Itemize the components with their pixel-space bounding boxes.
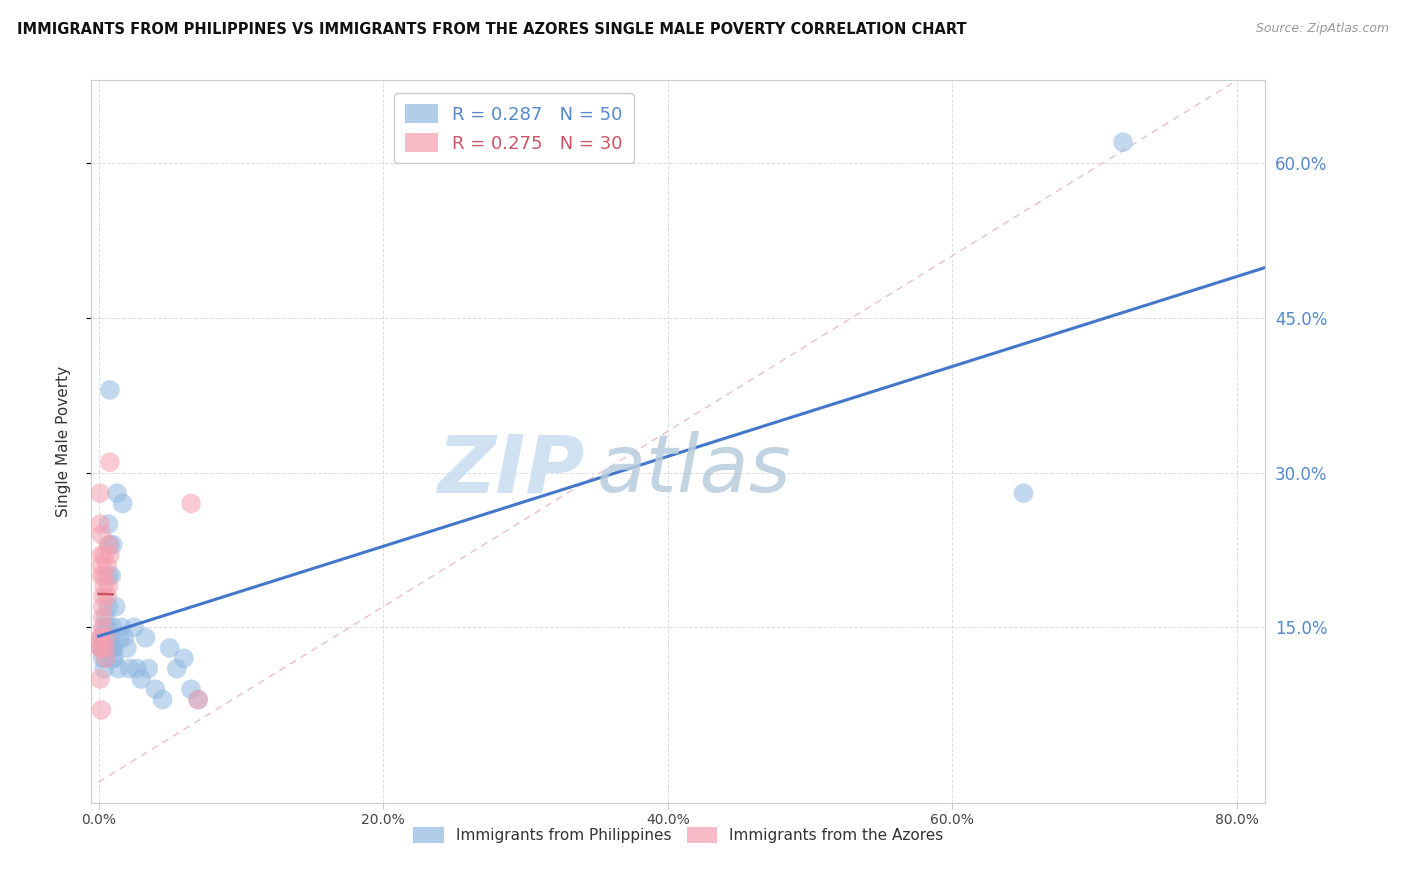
Point [91, 599, 114, 614]
Point [96, 631, 118, 645]
Point [91, 620, 114, 634]
Point [1112, 135, 1135, 149]
Point [101, 620, 124, 634]
Point [98, 548, 121, 562]
Point [97, 538, 120, 552]
Point [93, 568, 115, 582]
Point [96, 590, 118, 604]
Text: Source: ZipAtlas.com: Source: ZipAtlas.com [1256, 22, 1389, 36]
Point [180, 496, 202, 510]
Point [122, 620, 145, 634]
Point [94, 640, 117, 655]
Point [98, 538, 121, 552]
Point [105, 486, 128, 500]
Point [91, 590, 114, 604]
Point [94, 610, 117, 624]
Point [93, 620, 115, 634]
Point [1012, 486, 1035, 500]
Point [90, 631, 112, 645]
Point [93, 640, 115, 655]
Point [180, 682, 202, 697]
Point [90, 527, 112, 541]
Point [110, 620, 132, 634]
Point [94, 631, 117, 645]
Point [94, 640, 117, 655]
Point [104, 599, 127, 614]
Point [112, 631, 135, 645]
Point [136, 662, 159, 676]
Point [96, 558, 118, 573]
Point [100, 640, 122, 655]
Point [134, 631, 156, 645]
Point [89, 672, 111, 686]
Point [97, 579, 120, 593]
Point [90, 640, 112, 655]
Point [94, 651, 117, 665]
Point [89, 486, 111, 500]
Point [97, 599, 120, 614]
Point [96, 640, 118, 655]
Point [97, 517, 120, 532]
Point [90, 568, 112, 582]
Point [187, 692, 209, 706]
Point [159, 640, 181, 655]
Point [90, 548, 112, 562]
Point [97, 568, 120, 582]
Legend: Immigrants from Philippines, Immigrants from the Azores: Immigrants from Philippines, Immigrants … [406, 822, 950, 849]
Point [94, 631, 117, 645]
Point [91, 651, 114, 665]
Point [98, 455, 121, 469]
Point [187, 692, 209, 706]
Point [101, 651, 124, 665]
Text: atlas: atlas [596, 432, 792, 509]
Point [115, 640, 138, 655]
Point [108, 631, 131, 645]
Point [98, 631, 121, 645]
Point [103, 651, 125, 665]
Text: IMMIGRANTS FROM PHILIPPINES VS IMMIGRANTS FROM THE AZORES SINGLE MALE POVERTY CO: IMMIGRANTS FROM PHILIPPINES VS IMMIGRANT… [17, 22, 966, 37]
Point [103, 640, 125, 655]
Point [90, 640, 112, 655]
Point [101, 538, 124, 552]
Point [91, 631, 114, 645]
Point [118, 662, 141, 676]
Point [100, 568, 122, 582]
Y-axis label: Single Male Poverty: Single Male Poverty [56, 366, 70, 517]
Point [129, 672, 152, 686]
Point [93, 662, 115, 676]
Point [152, 692, 174, 706]
Point [89, 631, 111, 645]
Text: ZIP: ZIP [437, 432, 585, 509]
Point [93, 579, 115, 593]
Point [98, 383, 121, 397]
Point [90, 558, 112, 573]
Point [101, 640, 124, 655]
Point [96, 620, 118, 634]
Point [166, 662, 188, 676]
Point [111, 496, 134, 510]
Point [90, 703, 112, 717]
Point [89, 517, 111, 532]
Point [89, 640, 111, 655]
Point [125, 662, 148, 676]
Point [91, 610, 114, 624]
Point [93, 548, 115, 562]
Point [145, 682, 167, 697]
Point [173, 651, 195, 665]
Point [94, 651, 117, 665]
Point [107, 662, 129, 676]
